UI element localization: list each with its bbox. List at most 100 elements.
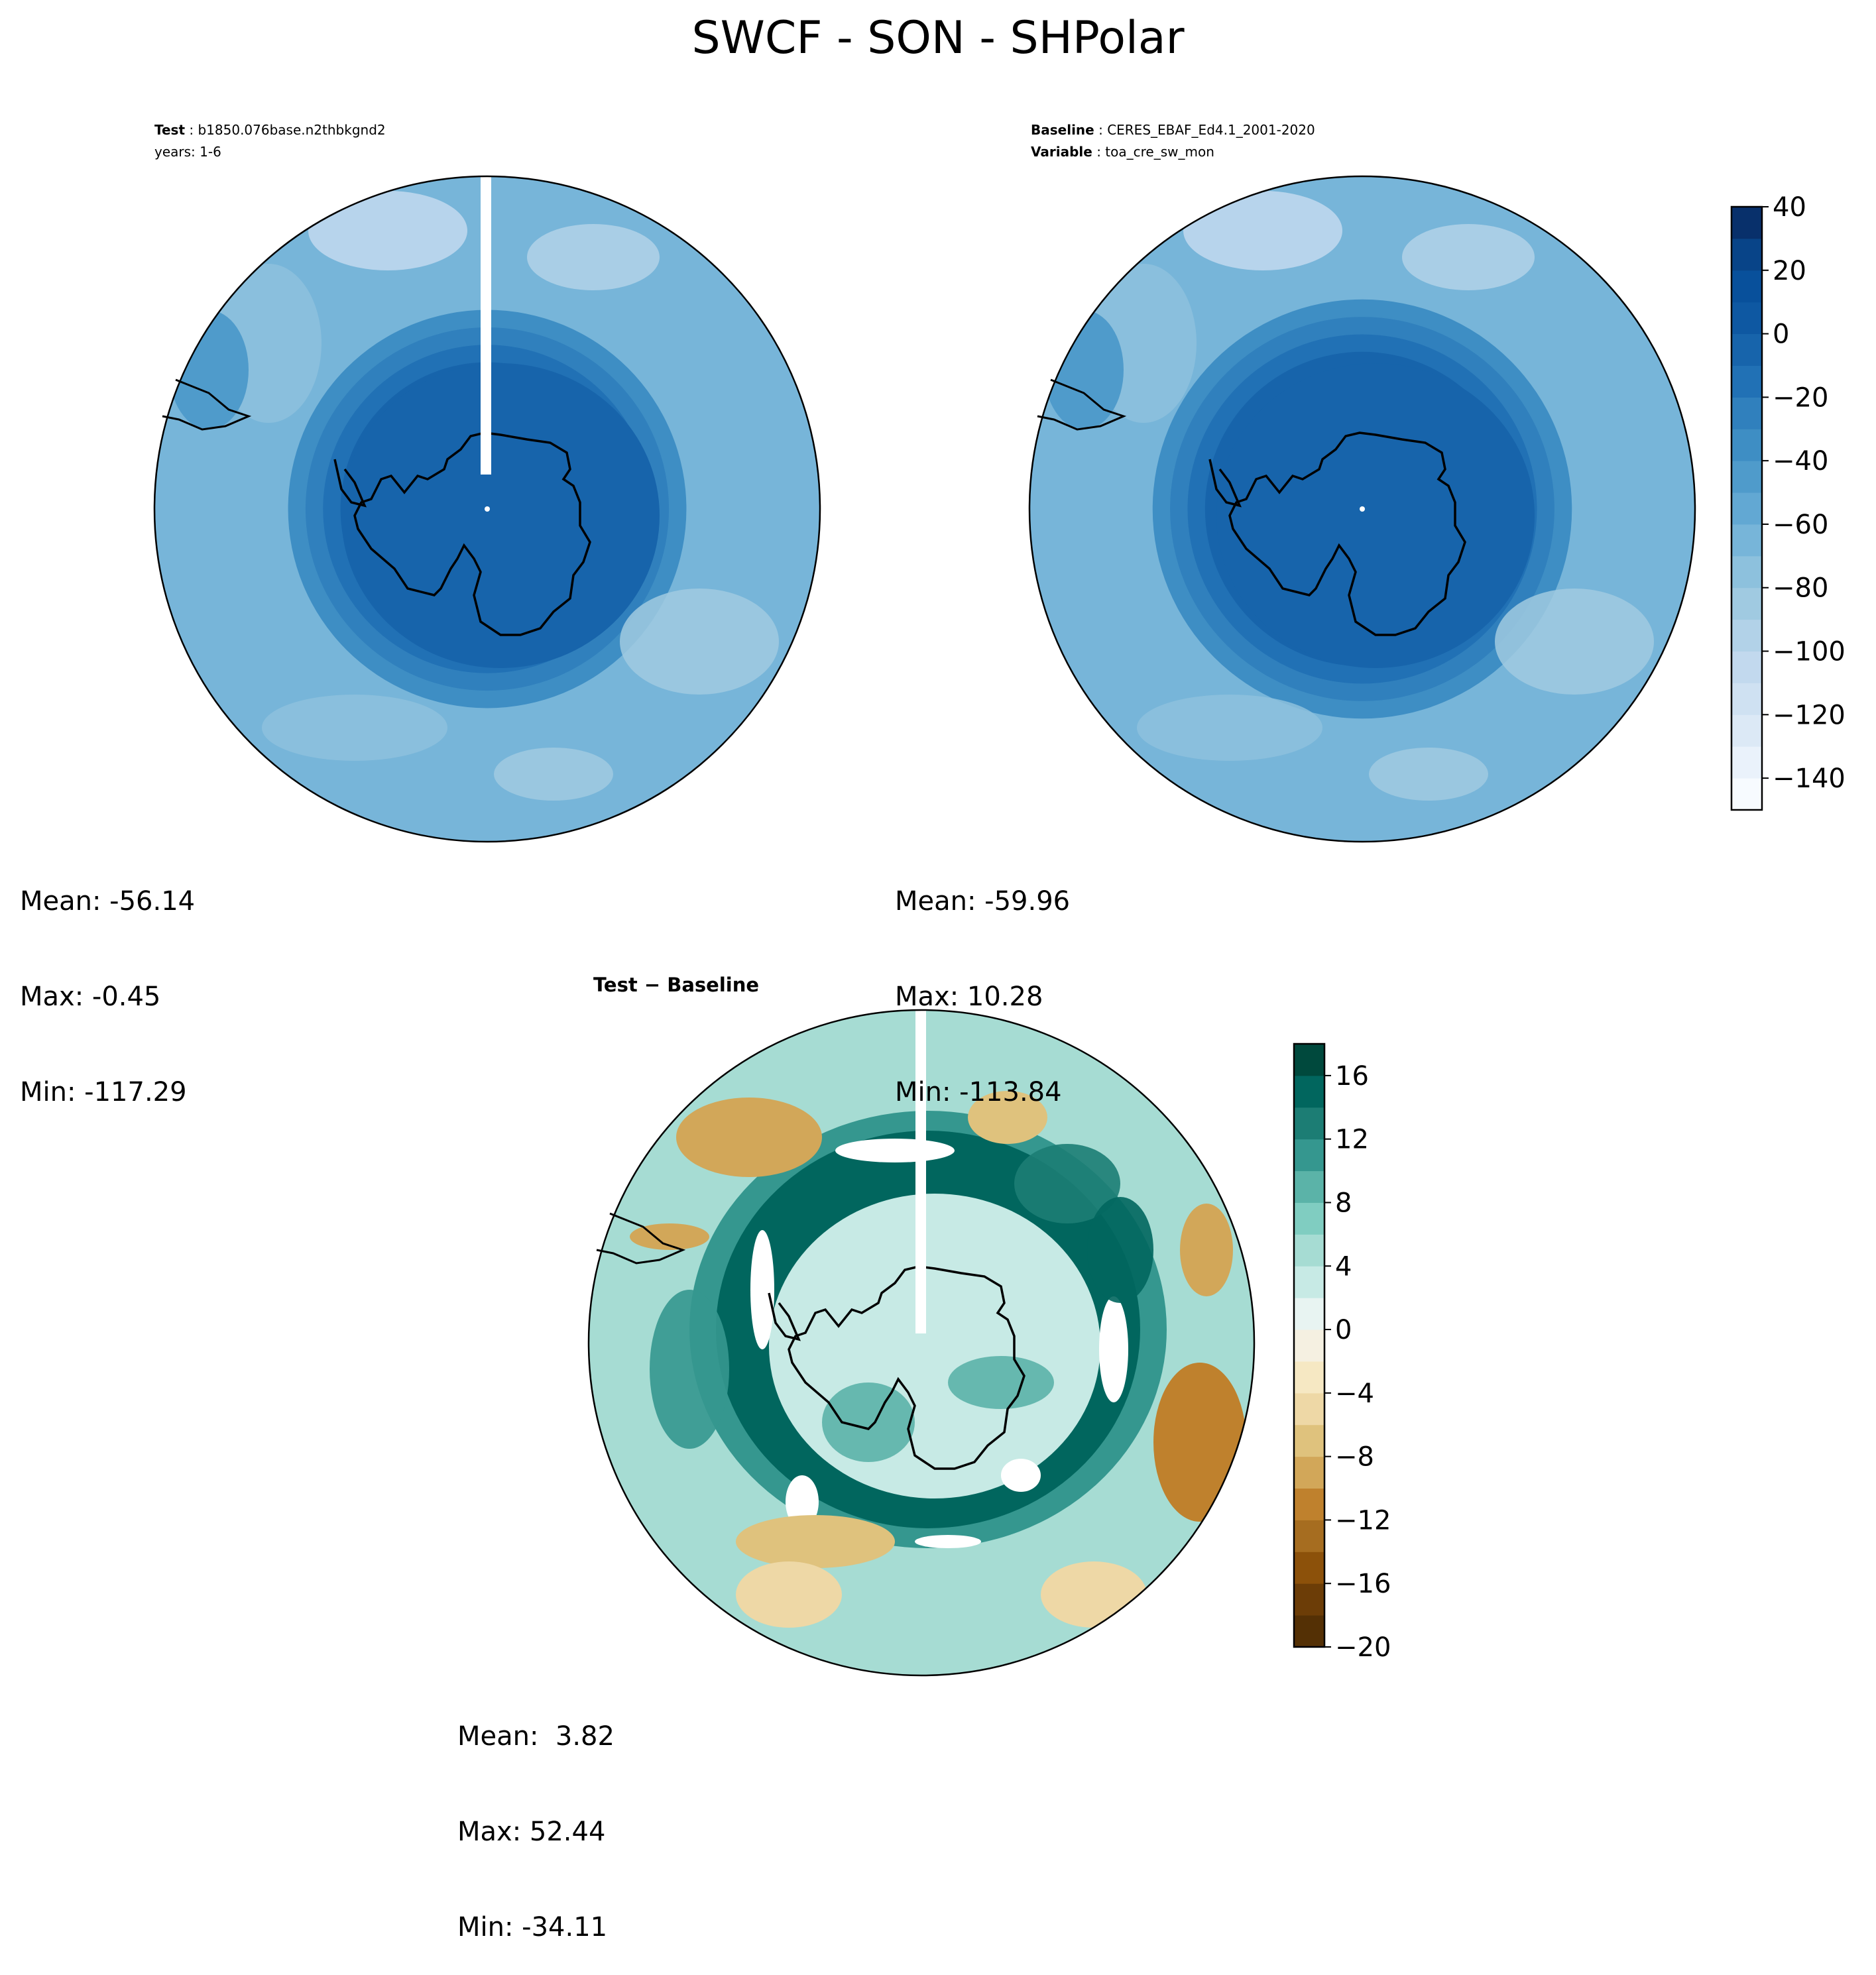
colorbar-segment bbox=[1294, 1139, 1324, 1172]
contour-band bbox=[822, 1382, 915, 1462]
contour-band bbox=[620, 589, 779, 695]
colorbar-segment bbox=[1731, 778, 1762, 811]
colorbar-tick-label: −16 bbox=[1335, 1569, 1391, 1599]
colorbar-segment bbox=[1294, 1520, 1324, 1552]
colorbar-tick-label: 4 bbox=[1335, 1251, 1352, 1282]
colorbar-segment bbox=[1731, 207, 1762, 239]
missing-data-wedge bbox=[915, 1009, 926, 1333]
contour-band bbox=[1183, 191, 1342, 270]
contour-band bbox=[736, 1515, 895, 1568]
contour-band bbox=[1153, 1363, 1246, 1522]
baseline-name: CERES_EBAF_Ed4.1_2001-2020 bbox=[1107, 122, 1315, 138]
contour-band bbox=[341, 363, 660, 668]
missing-data-region bbox=[786, 1475, 819, 1528]
missing-data-region bbox=[1099, 1296, 1128, 1402]
colorbar-segment bbox=[1294, 1424, 1324, 1457]
colorbar-tick-label: −140 bbox=[1773, 763, 1846, 794]
missing-data-region bbox=[1001, 1459, 1041, 1492]
contour-band bbox=[948, 1356, 1054, 1409]
test-label: Test bbox=[154, 122, 186, 138]
south-america-path bbox=[162, 378, 252, 431]
pole-marker bbox=[1360, 506, 1365, 512]
contour-band bbox=[1369, 748, 1488, 801]
colorbar-segment bbox=[1731, 492, 1762, 525]
test-name: b1850.076base.n2thbkgnd2 bbox=[198, 122, 386, 138]
colorbar-segment bbox=[1731, 270, 1762, 303]
diff-max: Max: 52.44 bbox=[457, 1817, 606, 1847]
peninsula-path bbox=[333, 459, 367, 508]
peninsula-path bbox=[1208, 459, 1242, 508]
contour-band bbox=[1402, 224, 1535, 290]
figure-title: SWCF - SON - SHPolar bbox=[691, 12, 1185, 64]
colorbar-segment bbox=[1731, 365, 1762, 398]
coastline-path bbox=[353, 431, 591, 636]
missing-data-region bbox=[750, 1230, 774, 1349]
diff-mean: Mean: 3.82 bbox=[457, 1721, 615, 1752]
colorbar-segment bbox=[1294, 1361, 1324, 1394]
colorbar-tick-label: −120 bbox=[1773, 700, 1846, 730]
south-america-path bbox=[1037, 378, 1127, 431]
contour-band bbox=[1180, 1204, 1233, 1296]
colorbar-segment bbox=[1294, 1392, 1324, 1426]
contour-band bbox=[1087, 1197, 1153, 1303]
colorbar-segment bbox=[1294, 1266, 1324, 1298]
variable-label: Variable bbox=[1031, 144, 1092, 160]
contour-band bbox=[1495, 589, 1654, 695]
contour-band bbox=[676, 1098, 822, 1177]
colorbar-segment bbox=[1294, 1552, 1324, 1584]
colorbar-tick-label: 8 bbox=[1335, 1188, 1352, 1218]
colorbar-segment bbox=[1294, 1107, 1324, 1140]
colorbar-frame bbox=[1293, 1043, 1326, 1648]
pole-marker bbox=[485, 506, 490, 512]
antarctica-coastline-icon bbox=[162, 378, 591, 636]
colorbar-segment bbox=[1731, 555, 1762, 589]
contour-band bbox=[308, 191, 467, 270]
antarctica-coastline-icon bbox=[1037, 378, 1466, 636]
diff-map-border bbox=[587, 1009, 1256, 1677]
colorbar-segment bbox=[1731, 651, 1762, 683]
colorbar-tick-label: −4 bbox=[1335, 1379, 1374, 1409]
coastline-path bbox=[788, 1265, 1026, 1470]
baseline-max: Max: 10.28 bbox=[895, 982, 1043, 1012]
test-years: years: 1-6 bbox=[154, 144, 221, 160]
missing-data-wedge bbox=[481, 176, 491, 475]
colorbar-tick-label: −8 bbox=[1335, 1442, 1374, 1473]
baseline-panel-title: Baseline : CERES_EBAF_Ed4.1_2001-2020 Va… bbox=[1031, 122, 1315, 160]
south-america-path bbox=[596, 1212, 686, 1265]
colorbar-segment bbox=[1731, 302, 1762, 335]
colorbar-brbg: 16 12 8 4 0 −4 −8 −12 −16 −20 bbox=[1293, 1043, 1391, 1663]
colorbar-tick-label: −20 bbox=[1335, 1632, 1391, 1663]
colorbar-segment bbox=[1294, 1075, 1324, 1108]
colorbar-frame bbox=[1730, 205, 1763, 811]
test-mean: Mean: -56.14 bbox=[20, 886, 196, 917]
antarctica-coastline-icon bbox=[596, 1212, 1026, 1470]
contour-band bbox=[736, 1561, 842, 1628]
colorbar-segment bbox=[1731, 461, 1762, 493]
diff-min: Min: -34.11 bbox=[457, 1912, 608, 1943]
colorbar-segment bbox=[1731, 429, 1762, 461]
contour-band bbox=[968, 1091, 1047, 1144]
colorbar-segment bbox=[1731, 524, 1762, 557]
baseline-map-border bbox=[1028, 175, 1696, 843]
colorbar-segment bbox=[1731, 587, 1762, 620]
colorbar-segment bbox=[1294, 1234, 1324, 1267]
diff-map bbox=[589, 1010, 1254, 1675]
contour-band bbox=[1216, 363, 1535, 668]
colorbar-segment bbox=[1294, 1488, 1324, 1520]
colorbar-tick-label: −12 bbox=[1335, 1505, 1391, 1536]
contour-band bbox=[262, 695, 447, 761]
contour-band bbox=[527, 224, 660, 290]
colorbar-segment bbox=[1731, 619, 1762, 652]
colorbar-segment bbox=[1294, 1456, 1324, 1489]
test-panel-title: Test : b1850.076base.n2thbkgnd2 years: 1… bbox=[154, 119, 386, 163]
colorbar-segment bbox=[1731, 397, 1762, 429]
contour-band bbox=[630, 1223, 709, 1250]
colorbar-segment bbox=[1294, 1044, 1324, 1076]
test-map-border bbox=[153, 175, 821, 843]
colorbar-tick-label: −40 bbox=[1773, 446, 1828, 477]
test-stats: Mean: -56.14 Max: -0.45 Min: -117.29 bbox=[20, 822, 195, 1140]
colorbar-tick-label: 16 bbox=[1335, 1061, 1369, 1092]
test-max: Max: -0.45 bbox=[20, 982, 161, 1012]
baseline-stats: Mean: -59.96 Max: 10.28 Min: -113.84 bbox=[895, 822, 1070, 1140]
